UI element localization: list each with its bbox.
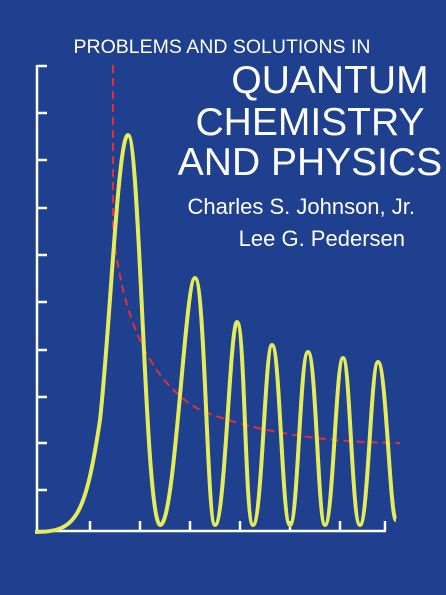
vertical-ticks — [37, 64, 47, 492]
author: Charles S. Johnson, Jr. — [188, 194, 415, 219]
title-line: PROBLEMS AND SOLUTIONS IN — [74, 36, 371, 58]
oscillation-curve — [34, 133, 398, 534]
title-line: AND PHYSICS — [178, 141, 442, 184]
title-line: CHEMISTRY — [196, 101, 425, 144]
title-line: QUANTUM — [231, 59, 428, 102]
author: Lee G. Pedersen — [239, 226, 405, 251]
